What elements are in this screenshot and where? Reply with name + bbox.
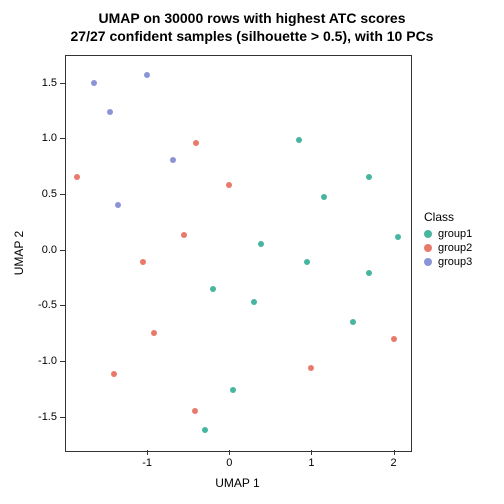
data-point bbox=[140, 259, 146, 265]
data-point bbox=[170, 157, 176, 163]
legend-title: Class bbox=[424, 210, 472, 224]
x-tick-mark bbox=[311, 450, 312, 455]
y-tick-label: 0.5 bbox=[35, 188, 57, 200]
legend-swatch-icon bbox=[424, 244, 432, 252]
data-point bbox=[226, 182, 232, 188]
x-tick-mark bbox=[229, 450, 230, 455]
data-point bbox=[296, 137, 302, 143]
legend-label: group2 bbox=[438, 242, 472, 254]
y-tick-label: -1.0 bbox=[35, 355, 57, 367]
y-tick-mark bbox=[60, 417, 65, 418]
data-point bbox=[366, 174, 372, 180]
data-point bbox=[111, 371, 117, 377]
y-tick-label: -1.5 bbox=[35, 411, 57, 423]
data-point bbox=[366, 270, 372, 276]
data-point bbox=[395, 234, 401, 240]
data-point bbox=[181, 232, 187, 238]
x-tick-mark bbox=[394, 450, 395, 455]
y-tick-mark bbox=[60, 83, 65, 84]
x-tick-label: 0 bbox=[226, 457, 232, 469]
x-tick-mark bbox=[147, 450, 148, 455]
y-tick-mark bbox=[60, 194, 65, 195]
chart-title: UMAP on 30000 rows with highest ATC scor… bbox=[0, 10, 504, 45]
legend-label: group1 bbox=[438, 228, 472, 240]
data-point bbox=[308, 365, 314, 371]
data-point bbox=[321, 194, 327, 200]
y-tick-mark bbox=[60, 250, 65, 251]
title-line-1: UMAP on 30000 rows with highest ATC scor… bbox=[0, 10, 504, 28]
data-point bbox=[304, 259, 310, 265]
legend-item: group2 bbox=[424, 242, 472, 254]
legend-item: group1 bbox=[424, 228, 472, 240]
data-point bbox=[350, 319, 356, 325]
data-point bbox=[210, 286, 216, 292]
y-tick-label: -0.5 bbox=[35, 299, 57, 311]
x-tick-label: 2 bbox=[391, 457, 397, 469]
legend-item: group3 bbox=[424, 256, 472, 268]
y-tick-mark bbox=[60, 138, 65, 139]
data-point bbox=[74, 174, 80, 180]
data-point bbox=[251, 299, 257, 305]
legend-swatch-icon bbox=[424, 258, 432, 266]
data-point bbox=[193, 140, 199, 146]
y-tick-mark bbox=[60, 305, 65, 306]
data-point bbox=[91, 80, 97, 86]
legend: Class group1 group2 group3 bbox=[424, 210, 472, 270]
y-tick-label: 1.0 bbox=[35, 132, 57, 144]
data-point bbox=[144, 72, 150, 78]
data-point bbox=[258, 241, 264, 247]
legend-swatch-icon bbox=[424, 230, 432, 238]
y-axis-title: UMAP 2 bbox=[12, 230, 26, 274]
legend-label: group3 bbox=[438, 256, 472, 268]
data-point bbox=[391, 336, 397, 342]
data-point bbox=[107, 109, 113, 115]
chart-container: UMAP on 30000 rows with highest ATC scor… bbox=[0, 0, 504, 504]
data-point bbox=[230, 387, 236, 393]
x-tick-label: 1 bbox=[308, 457, 314, 469]
data-point bbox=[192, 408, 198, 414]
data-point bbox=[115, 202, 121, 208]
x-tick-label: -1 bbox=[142, 457, 152, 469]
y-tick-label: 0.0 bbox=[35, 244, 57, 256]
data-point bbox=[202, 427, 208, 433]
data-point bbox=[151, 330, 157, 336]
title-line-2: 27/27 confident samples (silhouette > 0.… bbox=[0, 28, 504, 46]
y-tick-mark bbox=[60, 361, 65, 362]
y-tick-label: 1.5 bbox=[35, 77, 57, 89]
x-axis-title: UMAP 1 bbox=[215, 476, 259, 490]
plot-area bbox=[65, 55, 412, 452]
